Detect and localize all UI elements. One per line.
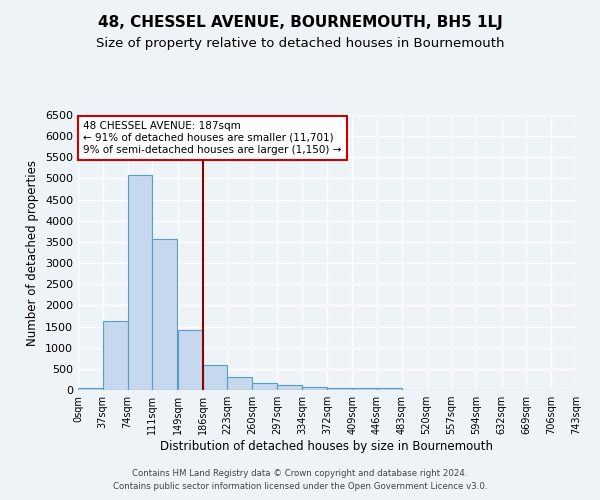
Text: Contains public sector information licensed under the Open Government Licence v3: Contains public sector information licen… [113, 482, 487, 491]
Bar [328, 388, 352, 390]
Bar [203, 366, 227, 390]
Bar [227, 377, 252, 390]
Bar [178, 330, 203, 390]
Text: Size of property relative to detached houses in Bournemouth: Size of property relative to detached ho… [96, 38, 504, 51]
Bar [252, 384, 277, 390]
X-axis label: Distribution of detached houses by size in Bournemouth: Distribution of detached houses by size … [161, 440, 493, 453]
Bar [352, 388, 377, 390]
Bar [277, 386, 302, 390]
Text: 48 CHESSEL AVENUE: 187sqm
← 91% of detached houses are smaller (11,701)
9% of se: 48 CHESSEL AVENUE: 187sqm ← 91% of detac… [83, 122, 342, 154]
Bar [78, 388, 103, 390]
Text: Contains HM Land Registry data © Crown copyright and database right 2024.: Contains HM Land Registry data © Crown c… [132, 468, 468, 477]
Bar [128, 175, 152, 390]
Bar [103, 322, 128, 390]
Text: 48, CHESSEL AVENUE, BOURNEMOUTH, BH5 1LJ: 48, CHESSEL AVENUE, BOURNEMOUTH, BH5 1LJ [98, 15, 502, 30]
Bar [377, 388, 402, 390]
Y-axis label: Number of detached properties: Number of detached properties [26, 160, 40, 346]
Bar [302, 387, 326, 390]
Bar [152, 238, 177, 390]
